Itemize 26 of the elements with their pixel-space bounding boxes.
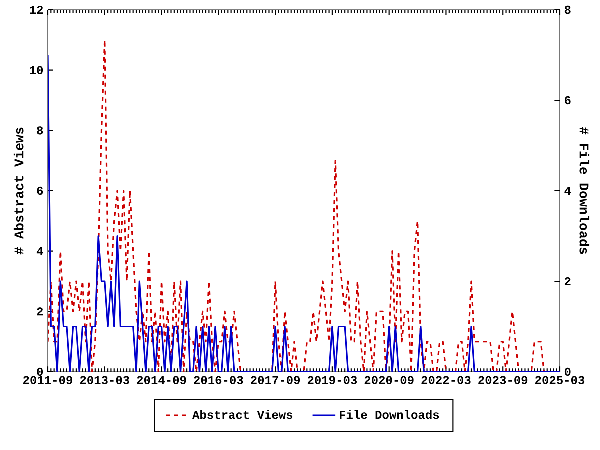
x-tick-label: 2013-03 bbox=[80, 376, 130, 384]
y-axis-title: # Abstract Views bbox=[14, 128, 24, 255]
y2-axis-title: # File Downloads bbox=[580, 127, 590, 254]
x-tick-label: 2023-09 bbox=[478, 376, 528, 384]
y2-tick-label: 0 bbox=[564, 368, 571, 376]
y-tick-label: 2 bbox=[37, 308, 44, 316]
x-tick-label: 2019-03 bbox=[308, 376, 358, 384]
y2-tick-label: 6 bbox=[565, 96, 571, 105]
x-tick-label: 2014-09 bbox=[137, 376, 186, 384]
x-tick-label: 2017-09 bbox=[251, 376, 300, 384]
x-tick-label: 2022-03 bbox=[422, 376, 471, 384]
x-tick-label: 2020-09 bbox=[364, 376, 414, 384]
x-tick-label: 2016-03 bbox=[194, 376, 244, 384]
y-tick-label: 8 bbox=[37, 126, 44, 135]
y2-tick-label: 4 bbox=[564, 187, 572, 195]
legend-label: Abstract Views bbox=[192, 410, 293, 420]
y-tick-label: 10 bbox=[30, 66, 44, 74]
y-tick-label: 4 bbox=[36, 247, 44, 256]
legend-label: File Downloads bbox=[340, 410, 440, 420]
y2-tick-label: 8 bbox=[564, 6, 571, 14]
x-tick-label: 2011-09 bbox=[24, 376, 72, 384]
y-tick-label: 6 bbox=[37, 186, 44, 196]
x-tick-label: 2025-03 bbox=[536, 376, 585, 384]
y2-tick-label: 2 bbox=[564, 277, 571, 286]
y-tick-label: 12 bbox=[30, 6, 44, 14]
y-tick-label: 0 bbox=[37, 368, 44, 376]
